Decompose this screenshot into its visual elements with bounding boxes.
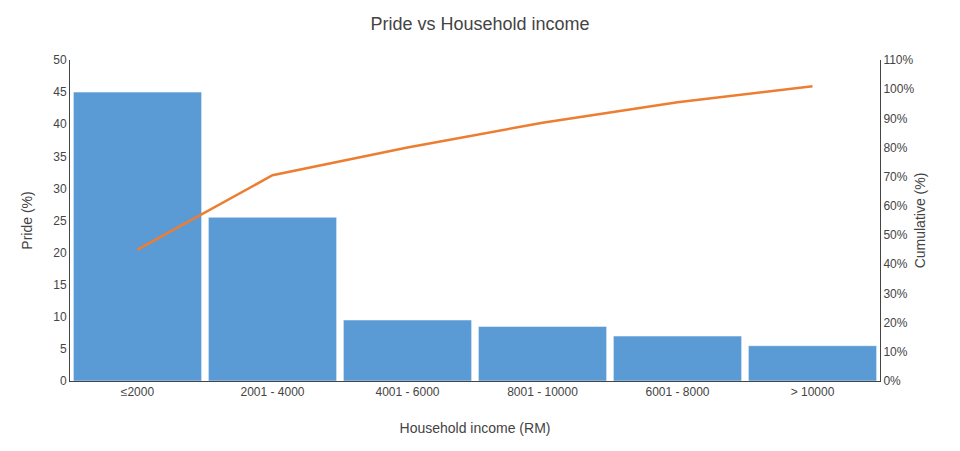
svg-text:50%: 50% bbox=[883, 228, 907, 242]
svg-text:90%: 90% bbox=[883, 112, 907, 126]
svg-text:10%: 10% bbox=[883, 345, 907, 359]
svg-text:Cumulative (%): Cumulative (%) bbox=[912, 173, 928, 269]
svg-text:6001 - 8000: 6001 - 8000 bbox=[645, 385, 709, 399]
svg-text:4001 - 6000: 4001 - 6000 bbox=[375, 385, 439, 399]
svg-text:15: 15 bbox=[53, 278, 67, 292]
svg-text:45: 45 bbox=[53, 85, 67, 99]
svg-text:0: 0 bbox=[60, 374, 67, 388]
svg-text:10: 10 bbox=[53, 310, 67, 324]
svg-text:40: 40 bbox=[53, 117, 67, 131]
svg-text:2001 - 4000: 2001 - 4000 bbox=[240, 385, 304, 399]
svg-text:20%: 20% bbox=[883, 316, 907, 330]
svg-text:60%: 60% bbox=[883, 199, 907, 213]
svg-text:Household income (RM): Household income (RM) bbox=[400, 420, 551, 436]
svg-text:8001 - 10000: 8001 - 10000 bbox=[507, 385, 578, 399]
svg-text:Pride vs Household income: Pride vs Household income bbox=[370, 14, 589, 34]
svg-text:5: 5 bbox=[60, 342, 67, 356]
svg-text:≤2000: ≤2000 bbox=[121, 385, 155, 399]
svg-text:30: 30 bbox=[53, 182, 67, 196]
svg-text:100%: 100% bbox=[883, 82, 914, 96]
svg-text:70%: 70% bbox=[883, 170, 907, 184]
svg-text:30%: 30% bbox=[883, 287, 907, 301]
svg-text:35: 35 bbox=[53, 150, 67, 164]
svg-text:0%: 0% bbox=[883, 374, 901, 388]
svg-text:50: 50 bbox=[53, 53, 67, 67]
svg-text:Pride (%): Pride (%) bbox=[19, 191, 35, 249]
svg-text:40%: 40% bbox=[883, 257, 907, 271]
svg-text:25: 25 bbox=[53, 214, 67, 228]
svg-text:> 10000: > 10000 bbox=[791, 385, 835, 399]
svg-text:80%: 80% bbox=[883, 141, 907, 155]
svg-text:20: 20 bbox=[53, 246, 67, 260]
svg-text:110%: 110% bbox=[883, 53, 913, 67]
